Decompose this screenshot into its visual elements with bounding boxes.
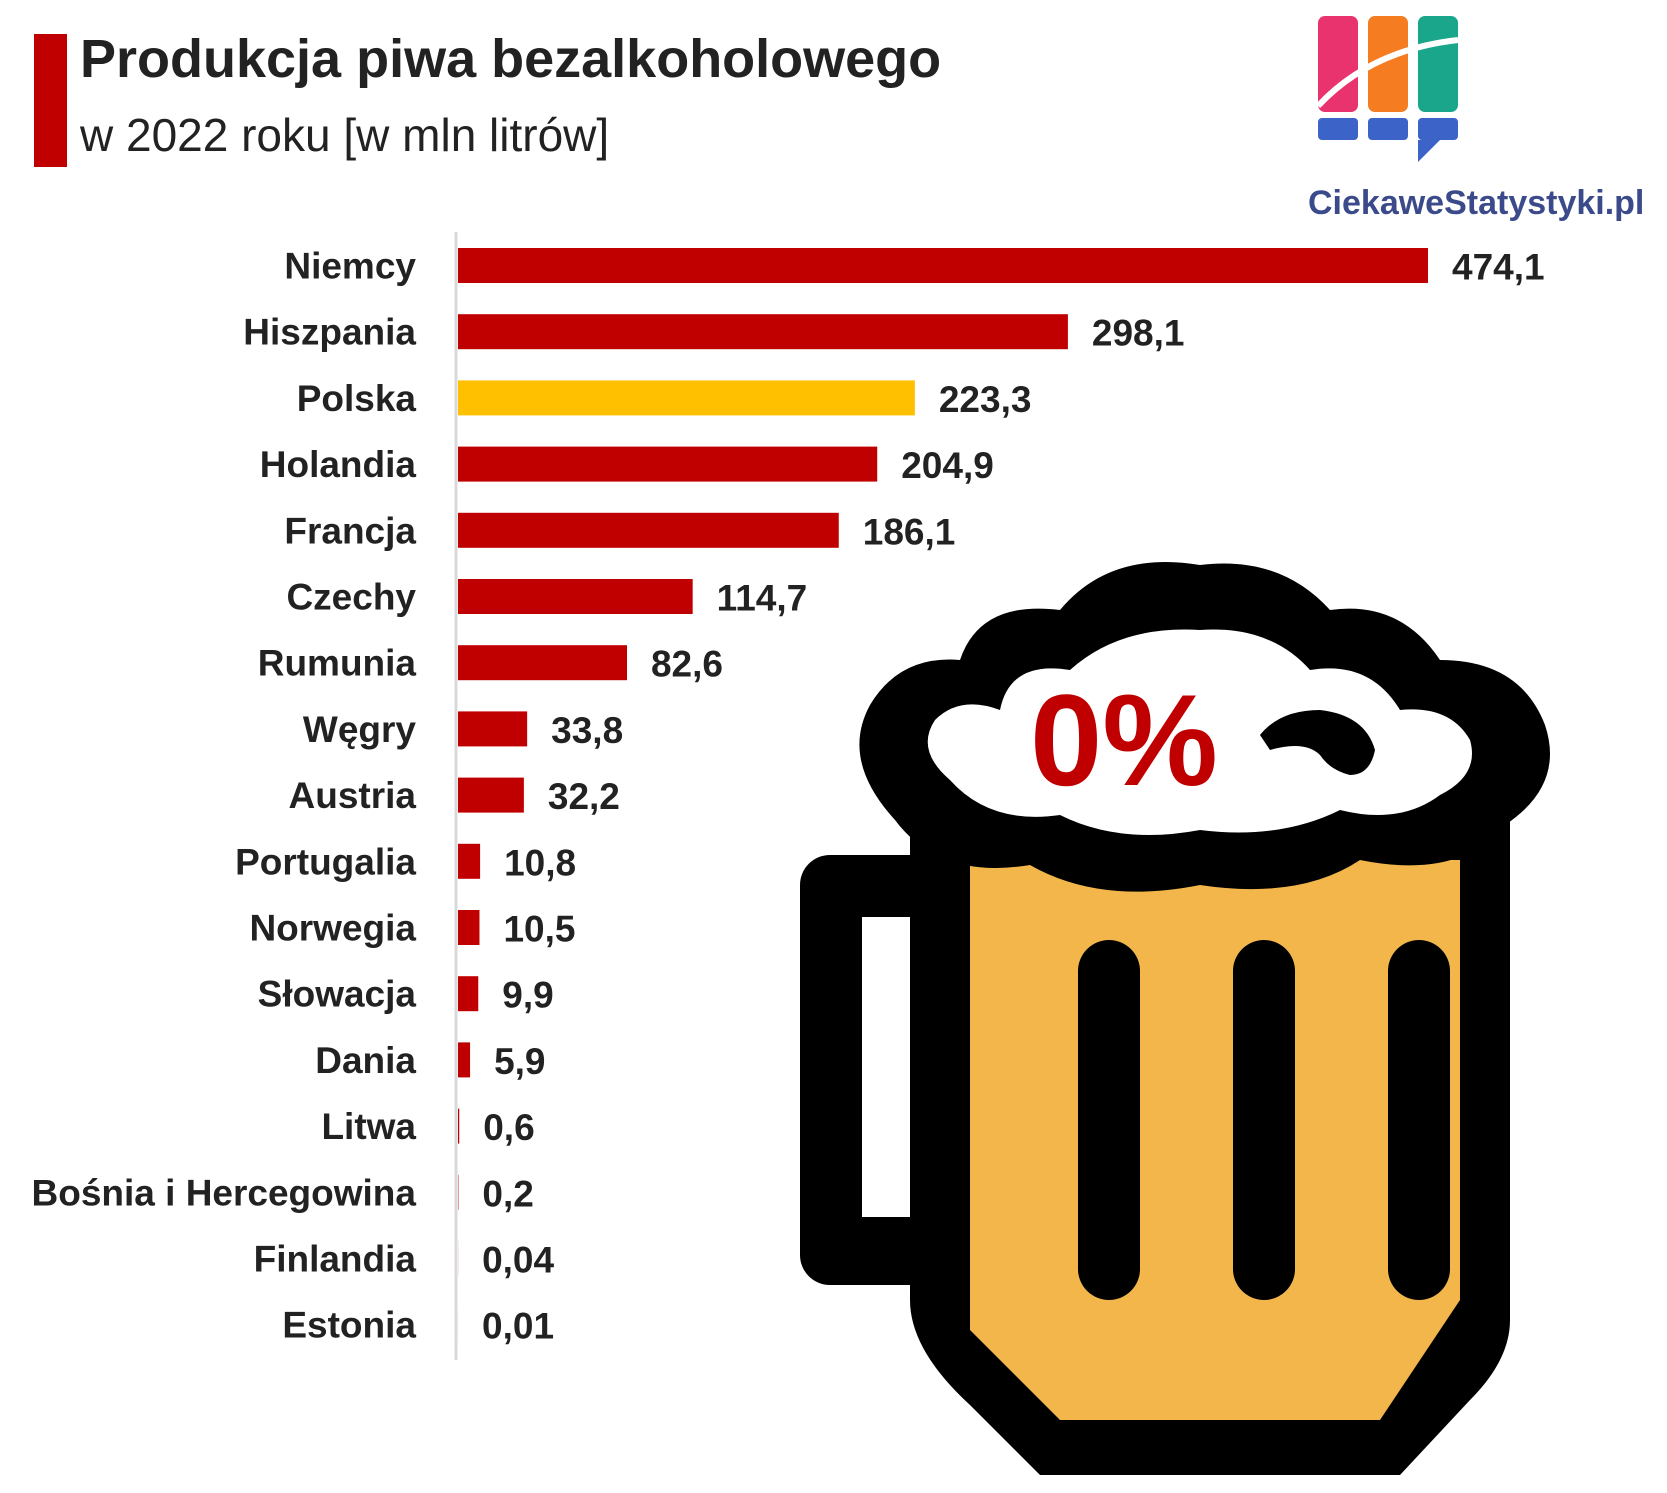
value-label: 223,3 xyxy=(939,379,1032,420)
bar xyxy=(458,1042,471,1078)
category-label: Francja xyxy=(284,510,416,551)
bar xyxy=(458,1108,460,1144)
value-label: 9,9 xyxy=(502,975,553,1016)
value-label: 0,2 xyxy=(482,1173,533,1214)
bar xyxy=(458,446,878,482)
bar xyxy=(458,380,915,416)
bar xyxy=(458,645,627,681)
category-label: Bośnia i Hercegowina xyxy=(32,1172,417,1213)
category-label: Austria xyxy=(289,775,417,816)
bar xyxy=(458,248,1428,283)
value-label: 0,01 xyxy=(482,1306,554,1347)
value-label: 5,9 xyxy=(494,1041,545,1082)
chart-title: Produkcja piwa bezalkoholowego xyxy=(80,29,942,89)
category-label: Finlandia xyxy=(254,1239,417,1280)
category-label: Słowacja xyxy=(258,974,417,1015)
category-label: Rumunia xyxy=(258,643,417,684)
category-label: Portugalia xyxy=(235,841,416,882)
value-label: 474,1 xyxy=(1452,247,1545,288)
ciekawe-statystyki-logo-icon xyxy=(1315,16,1459,162)
category-label: Litwa xyxy=(321,1106,416,1147)
value-label: 10,8 xyxy=(504,842,576,883)
value-label: 186,1 xyxy=(863,511,956,552)
category-label: Węgry xyxy=(303,709,417,750)
category-label: Norwegia xyxy=(249,908,416,949)
bar xyxy=(458,711,528,747)
bar xyxy=(458,910,480,945)
value-label: 82,6 xyxy=(651,644,723,685)
chart-subtitle: w 2022 roku [w mln litrów] xyxy=(80,109,610,161)
category-label: Dania xyxy=(315,1040,416,1081)
value-label: 33,8 xyxy=(551,710,623,751)
category-label: Czechy xyxy=(286,577,416,618)
value-label: 10,5 xyxy=(503,909,575,950)
bar xyxy=(458,843,481,879)
category-label: Holandia xyxy=(260,444,417,485)
bar xyxy=(458,579,693,614)
category-label: Polska xyxy=(297,378,417,419)
category-label: Hiszpania xyxy=(243,312,416,353)
category-label: Niemcy xyxy=(284,246,416,287)
category-label: Estonia xyxy=(282,1305,416,1346)
zero-percent-label: 0% xyxy=(1030,667,1218,813)
value-label: 0,04 xyxy=(482,1240,554,1281)
bar xyxy=(458,314,1068,350)
bar xyxy=(458,976,479,1012)
value-label: 204,9 xyxy=(901,445,994,486)
value-label: 0,6 xyxy=(483,1107,534,1148)
bar xyxy=(458,777,524,813)
value-label: 298,1 xyxy=(1092,313,1185,354)
bar xyxy=(458,512,839,548)
logo-text: CiekaweStatystyki.pl xyxy=(1308,184,1645,222)
title-accent-bar xyxy=(34,34,67,167)
beer-mug-icon: 0% xyxy=(800,562,1550,1475)
value-label: 32,2 xyxy=(548,776,620,817)
value-label: 114,7 xyxy=(717,578,808,619)
